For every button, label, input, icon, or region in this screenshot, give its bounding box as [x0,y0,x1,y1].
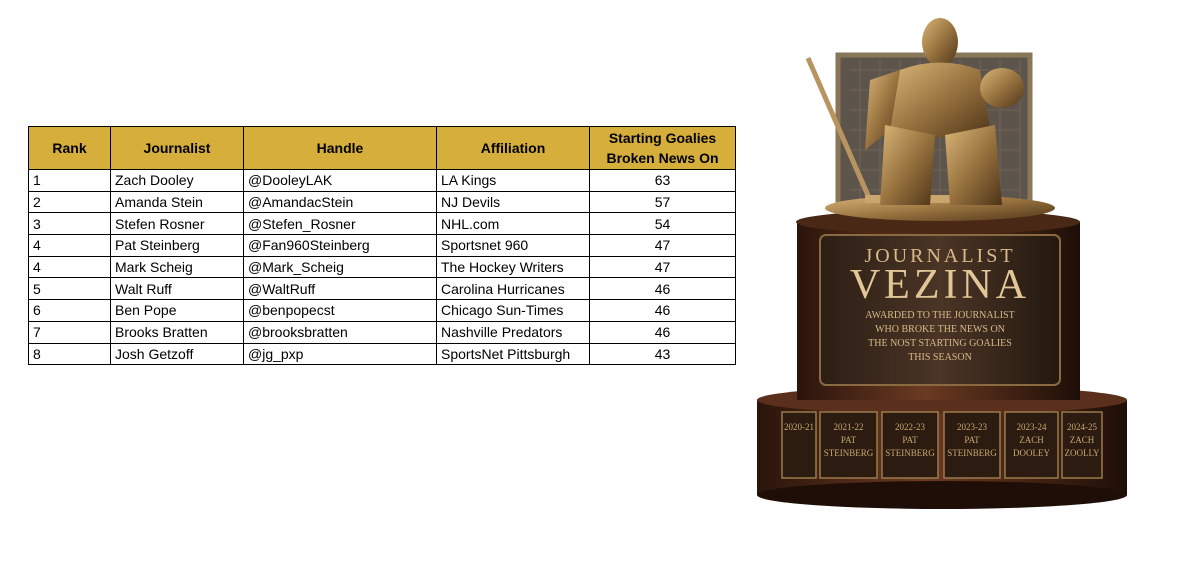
table-cell: 3 [28,212,111,236]
plaque-text: DOOLEY [1013,448,1050,458]
table-row: 2 Amanda Stein @AmandacStein NJ Devils 57 [28,190,736,214]
table-cell: Zach Dooley [110,169,244,192]
plaque-text: 2020-21 [784,422,814,432]
plaque-text: PAT [841,435,857,445]
table-cell: Amanda Stein [110,190,244,214]
table-cell: @Stefen_Rosner [243,212,437,236]
table-body: 1 Zach Dooley @DooleyLAK LA Kings 63 2 Amanda … [28,169,736,366]
header-cell: Handle [243,126,437,170]
plaque-text: ZACH [1070,435,1095,445]
table-cell: Josh Getzoff [110,342,244,366]
table-cell: Ben Pope [110,299,244,322]
header-cell: Journalist [110,126,244,170]
table-cell: 6 [28,299,111,322]
table-cell: @benpopecst [243,299,437,322]
table-cell: @Fan960Steinberg [243,234,437,257]
header-cell: Rank [28,126,111,170]
table-cell: NJ Devils [436,190,590,214]
inscription-line: AWARDED TO THE JOURNALIST [865,310,1014,321]
table-cell: The Hockey Writers [436,255,590,279]
plaque-text: PAT [902,435,918,445]
plaque-text: STEINBERG [824,448,874,458]
table-cell: 7 [28,320,111,344]
plaque-text: 2022-23 [895,422,925,432]
table-cell: 54 [589,212,736,236]
inscription-line: THE NOST STARTING GOALIES [868,338,1012,349]
name-plaque [1004,411,1059,479]
table-cell: @AmandacStein [243,190,437,214]
table-cell: LA Kings [436,169,590,192]
table-cell: Stefen Rosner [110,212,244,236]
table-cell: 4 [28,234,111,257]
header-row: Rank Journalist Handle Affiliation Starting … [28,126,736,170]
table-cell: NHL.com [436,212,590,236]
table-cell: Mark Scheig [110,255,244,279]
plaque-text: 2021-22 [834,422,864,432]
table-cell: 43 [589,342,736,366]
table-cell: Pat Steinberg [110,234,244,257]
name-plaque [1061,411,1103,479]
table-row: 4 Pat Steinberg @Fan960Steinberg Sportsnet … [28,234,736,257]
table-cell: @WaltRuff [243,277,437,301]
table-cell: 5 [28,277,111,301]
table-cell: Walt Ruff [110,277,244,301]
table-cell: 2 [28,190,111,214]
goalie-figure [805,18,1055,221]
table-cell: 46 [589,299,736,322]
table-row: 3 Stefen Rosner @Stefen_Rosner NHL.com 54 [28,212,736,236]
table-cell: SportsNet Pittsburgh [436,342,590,366]
plaque-text: 2023-23 [957,422,987,432]
plaque-text: 2023-24 [1017,422,1047,432]
trophy-name: VEZINA [850,262,1030,308]
plaque-text: STEINBERG [885,448,935,458]
plaque-text: STEINBERG [947,448,997,458]
table-row: 1 Zach Dooley @DooleyLAK LA Kings 63 [28,169,736,192]
table-cell: 47 [589,255,736,279]
table-cell: @Mark_Scheig [243,255,437,279]
table-cell: 46 [589,320,736,344]
table-cell: 46 [589,277,736,301]
plaque-text: ZOOLLY [1064,448,1100,458]
name-plaque [819,411,878,479]
name-plaque [881,411,939,479]
table-cell: @jg_pxp [243,342,437,366]
table-cell: 8 [28,342,111,366]
plaque-text: 2024-25 [1067,422,1097,432]
table-row: 8 Josh Getzoff @jg_pxp SportsNet Pittsburgh… [28,342,736,366]
table-cell: Sportsnet 960 [436,234,590,257]
table-cell: Chicago Sun-Times [436,299,590,322]
table-cell: Brooks Bratten [110,320,244,344]
table-cell: Nashville Predators [436,320,590,344]
table-cell: 1 [28,169,111,192]
table-row: 7 Brooks Bratten @brooksbratten Nashville P… [28,320,736,344]
name-plaque [781,411,817,479]
plaque-text: PAT [964,435,980,445]
trophy-title: JOURNALIST [864,245,1015,267]
table-cell: 63 [589,169,736,192]
inscription-line: WHO BROKE THE NEWS ON [875,324,1005,335]
header-cell: Affiliation [436,126,590,170]
plaque-text: ZACH [1019,435,1044,445]
table-cell: 57 [589,190,736,214]
table-cell: Carolina Hurricanes [436,277,590,301]
table-row: 4 Mark Scheig @Mark_Scheig The Hockey Write… [28,255,736,279]
ranking-table: Rank Journalist Handle Affiliation Starting … [28,126,736,366]
table-row: 5 Walt Ruff @WaltRuff Carolina Hurricanes 46 [28,277,736,301]
table-cell: @brooksbratten [243,320,437,344]
name-plaque [943,411,1001,479]
table-row: 6 Ben Pope @benpopecst Chicago Sun-Times 46 [28,299,736,322]
table-cell: 47 [589,234,736,257]
header-cell: Starting Goalies Broken News On [589,126,736,170]
table-cell: 4 [28,255,111,279]
table-cell: @DooleyLAK [243,169,437,192]
inscription-line: THIS SEASON [908,352,972,363]
